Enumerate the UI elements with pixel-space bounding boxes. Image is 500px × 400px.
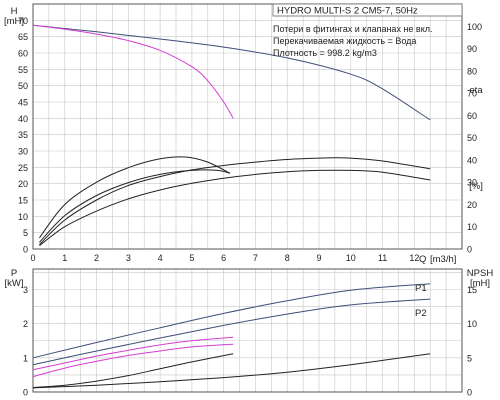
- y-tick-label-right: 90: [467, 44, 477, 54]
- y-tick-label-left: 20: [18, 179, 28, 189]
- y-axis-unit-h: [mH]: [4, 16, 24, 27]
- npsh-curve: [32, 343, 234, 378]
- y-tick-label-left: 2: [23, 319, 28, 329]
- tick-labels: 0510152025303540455055606570010203040506…: [18, 16, 482, 398]
- x-tick-label: 2: [94, 253, 99, 263]
- eta-curve: [32, 353, 431, 389]
- y-axis-label-p: P: [11, 268, 17, 279]
- x-tick-label: 3: [126, 253, 131, 263]
- y-tick-label-left: 70: [18, 16, 28, 26]
- series-lines: [32, 24, 431, 389]
- y-tick-label-left: 50: [18, 81, 28, 91]
- y-tick-label-left: 0: [23, 245, 28, 255]
- y-tick-label-left: 25: [18, 163, 28, 173]
- y-tick-label-right: 15: [467, 285, 477, 295]
- x-tick-label: 11: [378, 253, 387, 263]
- eta-curve: [38, 156, 231, 239]
- x-axis-label-q: Q: [419, 254, 426, 265]
- y-axis-label-npsh: NPSH: [467, 268, 494, 279]
- y-tick-label-right: 5: [467, 353, 472, 363]
- x-tick-label: 0: [30, 253, 35, 263]
- series-label-p1: P1: [415, 283, 427, 294]
- y-tick-label-left: 3: [23, 285, 28, 295]
- x-tick-label: 9: [316, 253, 321, 263]
- y-tick-label-right: 30: [467, 178, 477, 188]
- y-tick-label-right: 0: [467, 245, 472, 255]
- y-tick-label-right: 60: [467, 111, 477, 121]
- y-tick-label-right: 10: [467, 319, 477, 329]
- grid-lines: [33, 4, 462, 392]
- eta-curve: [39, 169, 431, 247]
- x-axis-unit: [m3/h]: [430, 254, 456, 265]
- y-tick-label-right: 20: [467, 200, 477, 210]
- note-line-1: Потери в фитингах и клапанах не вкл.: [273, 24, 433, 34]
- head-curve: [32, 24, 431, 121]
- y-tick-label-left: 30: [18, 147, 28, 157]
- y-tick-label-right: 100: [467, 22, 482, 32]
- title-box: [272, 3, 463, 17]
- plot-frame-power: [32, 268, 463, 393]
- y-tick-label-left: 65: [18, 32, 28, 42]
- y-tick-label-right: 40: [467, 155, 477, 165]
- y-tick-label-right: 0: [467, 388, 472, 398]
- y-tick-label-left: 5: [23, 228, 28, 238]
- y-tick-label-left: 15: [18, 196, 28, 206]
- x-tick-label: 6: [221, 253, 226, 263]
- npsh-curve: [32, 24, 234, 119]
- y-tick-label-right: 50: [467, 133, 477, 143]
- eta-curve: [39, 157, 431, 245]
- y-tick-label-left: 45: [18, 98, 28, 108]
- y-axis-label-h: H: [11, 6, 18, 17]
- y-tick-label-left: 35: [18, 130, 28, 140]
- note-line-2: Перекачиваемая жидкость = Вода: [273, 36, 416, 46]
- y-tick-label-left: 10: [18, 212, 28, 222]
- y-tick-label-left: 60: [18, 49, 28, 59]
- p2-curve: [32, 298, 431, 366]
- x-tick-label: 10: [346, 253, 356, 263]
- y-tick-label-left: 40: [18, 114, 28, 124]
- x-tick-label: 1: [62, 253, 67, 263]
- y-tick-label-left: 0: [23, 388, 28, 398]
- eta-curve: [39, 169, 231, 243]
- y-tick-label-left: 55: [18, 65, 28, 75]
- x-tick-label: 5: [189, 253, 194, 263]
- note-line-3: Плотность = 998.2 kg/m3: [273, 48, 377, 58]
- y-tick-label-right: 80: [467, 66, 477, 76]
- y-tick-label-right: 10: [467, 222, 477, 232]
- y-axis-unit-p: [kW]: [5, 278, 24, 289]
- x-tick-label: 4: [158, 253, 163, 263]
- p1-curve: [32, 283, 431, 359]
- npsh-curve: [32, 336, 234, 371]
- series-label-p2: P2: [415, 308, 427, 319]
- x-tick-label: 12: [409, 253, 419, 263]
- plot-frame-head: [32, 3, 463, 250]
- y-tick-label-right: 70: [467, 89, 477, 99]
- eta-curve: [32, 353, 234, 389]
- chart-title: HYDRO MULTI-S 2 CM5-7, 50Hz: [277, 6, 418, 17]
- y-axis-label-eta: eta: [469, 85, 483, 96]
- x-tick-label: 8: [285, 253, 290, 263]
- y-tick-label-left: 1: [23, 353, 28, 363]
- y-axis-unit-eta: [%]: [469, 181, 483, 192]
- x-tick-label: 7: [253, 253, 258, 263]
- chart-frames: [32, 3, 463, 393]
- y-axis-unit-npsh: [mH]: [470, 278, 490, 289]
